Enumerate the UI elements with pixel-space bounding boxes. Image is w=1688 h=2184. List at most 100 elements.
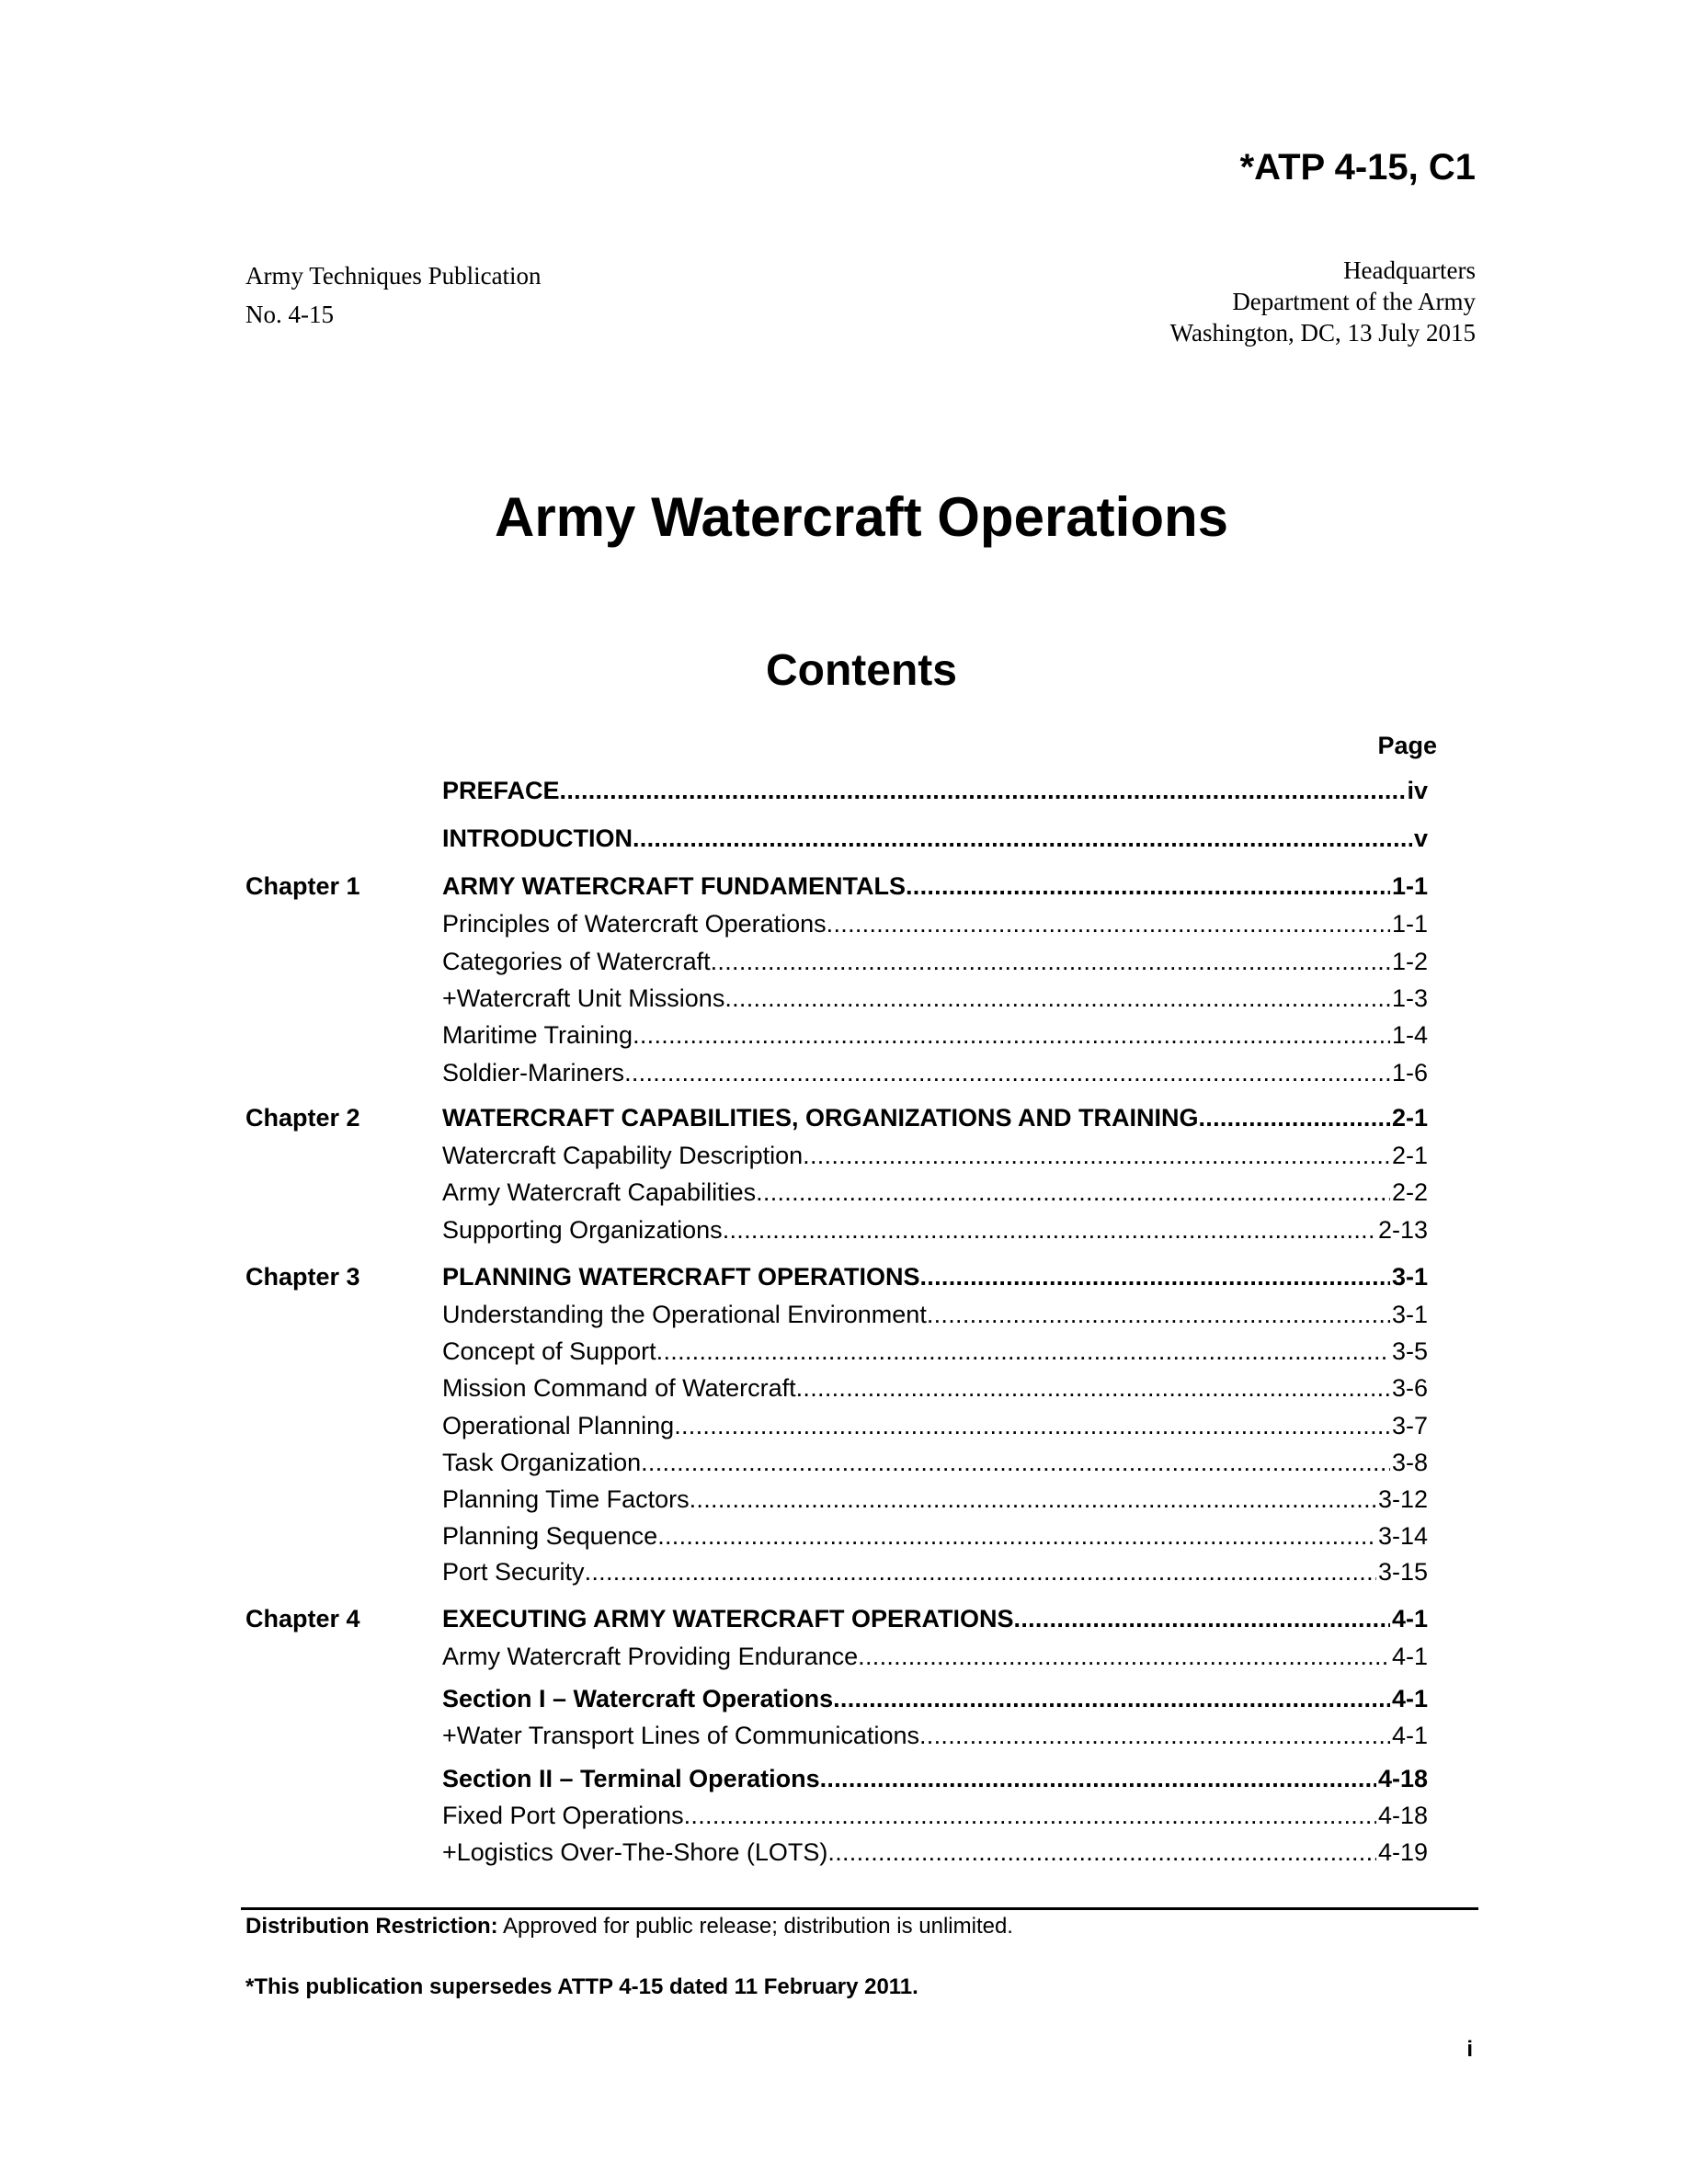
toc-entry-body: +Water Transport Lines of Communications… xyxy=(442,1717,1428,1754)
toc-entry-page[interactable]: 4-1 xyxy=(1391,1643,1428,1670)
toc-entry-title[interactable]: Section II – Terminal Operations xyxy=(442,1765,820,1792)
toc-entry[interactable]: +Water Transport Lines of Communications… xyxy=(245,1717,1428,1754)
toc-entry[interactable]: Soldier-Mariners 1-6 xyxy=(245,1054,1428,1091)
toc-entry[interactable]: Section II – Terminal Operations 4-18 xyxy=(245,1760,1428,1797)
toc-entry[interactable]: Port Security 3-15 xyxy=(245,1553,1428,1590)
toc-entry-title[interactable]: Planning Time Factors xyxy=(442,1485,690,1513)
toc-entry-title[interactable]: WATERCRAFT CAPABILITIES, ORGANIZATIONS A… xyxy=(442,1104,1199,1132)
toc-entry-page[interactable]: 4-18 xyxy=(1377,1765,1428,1792)
toc-entry[interactable]: Chapter 1 ARMY WATERCRAFT FUNDAMENTALS 1-1 xyxy=(245,868,1428,904)
toc-entry[interactable]: Chapter 2 WATERCRAFT CAPABILITIES, ORGANI… xyxy=(245,1099,1428,1136)
toc-entry[interactable]: Planning Sequence 3-14 xyxy=(245,1518,1428,1554)
toc-entry-page[interactable]: 3-1 xyxy=(1391,1263,1428,1291)
chapter-label: Chapter 4 xyxy=(245,1605,360,1632)
toc-entry-body: Soldier-Mariners 1-6 xyxy=(442,1054,1428,1091)
toc-entry-title[interactable]: Watercraft Capability Description xyxy=(442,1142,804,1169)
toc-entry-body: Watercraft Capability Description 2-1 xyxy=(442,1137,1428,1174)
toc-entry[interactable]: Army Watercraft Capabilities 2-2 xyxy=(245,1174,1428,1211)
toc-entry-page[interactable]: 1-4 xyxy=(1391,1021,1428,1049)
toc-entry-page[interactable]: 2-1 xyxy=(1391,1142,1428,1169)
toc-entry-page[interactable]: 1-3 xyxy=(1391,984,1428,1012)
toc-entry-title[interactable]: +Water Transport Lines of Communications xyxy=(442,1722,919,1749)
toc-entry-page[interactable]: 4-1 xyxy=(1391,1685,1428,1712)
toc-entry-title[interactable]: Principles of Watercraft Operations xyxy=(442,910,827,938)
dot-leader xyxy=(690,1481,1376,1518)
toc-entry-page[interactable]: 4-1 xyxy=(1391,1722,1428,1749)
toc-entry[interactable]: Understanding the Operational Environmen… xyxy=(245,1296,1428,1333)
toc-entry-page[interactable]: 2-13 xyxy=(1377,1216,1428,1244)
toc-entry-title[interactable]: Fixed Port Operations xyxy=(442,1802,684,1829)
toc-entry-page[interactable]: v xyxy=(1413,825,1428,852)
dot-leader xyxy=(684,1797,1376,1834)
toc-entry-title[interactable]: Categories of Watercraft xyxy=(442,948,711,975)
toc-entry-page[interactable]: iv xyxy=(1407,777,1428,804)
toc-entry-page[interactable]: 3-8 xyxy=(1391,1449,1428,1476)
toc-entry[interactable]: Planning Time Factors 3-12 xyxy=(245,1481,1428,1518)
toc-entry-body: Supporting Organizations 2-13 xyxy=(442,1211,1428,1248)
toc-entry-title[interactable]: ARMY WATERCRAFT FUNDAMENTALS xyxy=(442,872,906,900)
toc-entry[interactable]: Maritime Training 1-4 xyxy=(245,1017,1428,1053)
toc-entry-page[interactable]: 2-1 xyxy=(1391,1104,1428,1132)
toc-entry-title[interactable]: PLANNING WATERCRAFT OPERATIONS xyxy=(442,1263,920,1291)
toc-entry-page[interactable]: 3-14 xyxy=(1377,1522,1428,1550)
toc-entry-title[interactable]: INTRODUCTION xyxy=(442,825,633,852)
toc-entry-title[interactable]: Planning Sequence xyxy=(442,1522,658,1550)
toc-entry-title[interactable]: Concept of Support xyxy=(442,1337,656,1365)
toc-entry-title[interactable]: Understanding the Operational Environmen… xyxy=(442,1301,927,1328)
dot-leader xyxy=(674,1407,1390,1444)
toc-entry[interactable]: Chapter 4 EXECUTING ARMY WATERCRAFT OPERA… xyxy=(245,1600,1428,1637)
toc-entry-page[interactable]: 3-1 xyxy=(1391,1301,1428,1328)
toc-entry[interactable]: Supporting Organizations 2-13 xyxy=(245,1211,1428,1248)
toc-entry-page[interactable]: 1-6 xyxy=(1391,1059,1428,1086)
toc-entry-title[interactable]: Mission Command of Watercraft xyxy=(442,1374,796,1402)
toc-entry-title[interactable]: Army Watercraft Capabilities xyxy=(442,1178,757,1206)
toc-entry-title[interactable]: Maritime Training xyxy=(442,1021,633,1049)
toc-entry-title[interactable]: Port Security xyxy=(442,1558,585,1586)
toc-entry-page[interactable]: 1-1 xyxy=(1391,872,1428,900)
toc-entry-title[interactable]: Supporting Organizations xyxy=(442,1216,723,1244)
toc-entry[interactable]: Army Watercraft Providing Endurance 4-1 xyxy=(245,1638,1428,1675)
toc-entry[interactable]: +Watercraft Unit Missions 1-3 xyxy=(245,980,1428,1017)
publication-number: No. 4-15 xyxy=(245,301,334,328)
toc-entry-body: Operational Planning 3-7 xyxy=(442,1407,1428,1444)
toc-entry-page[interactable]: 3-12 xyxy=(1377,1485,1428,1513)
toc-entry[interactable]: Operational Planning 3-7 xyxy=(245,1407,1428,1444)
toc-entry-title[interactable]: Task Organization xyxy=(442,1449,642,1476)
toc-entry-page[interactable]: 4-19 xyxy=(1377,1838,1428,1866)
toc-entry-title[interactable]: +Watercraft Unit Missions xyxy=(442,984,725,1012)
toc-entry-title[interactable]: PREFACE xyxy=(442,777,560,804)
page-number: i xyxy=(1466,2037,1473,2062)
dot-leader xyxy=(803,1137,1390,1174)
toc-entry[interactable]: Categories of Watercraft 1-2 xyxy=(245,943,1428,980)
toc-entry-title[interactable]: Soldier-Mariners xyxy=(442,1059,625,1086)
toc-entry-title[interactable]: Army Watercraft Providing Endurance xyxy=(442,1643,859,1670)
toc-entry[interactable]: Mission Command of Watercraft 3-6 xyxy=(245,1370,1428,1406)
toc-entry[interactable]: Section I – Watercraft Operations 4-1 xyxy=(245,1680,1428,1717)
toc-entry-page[interactable]: 4-18 xyxy=(1377,1802,1428,1829)
toc-entry-page[interactable]: 3-15 xyxy=(1377,1558,1428,1586)
chapter-label xyxy=(245,1680,442,1717)
toc-entry-page[interactable]: 3-7 xyxy=(1391,1412,1428,1439)
toc-entry-page[interactable]: 2-2 xyxy=(1391,1178,1428,1206)
toc-entry[interactable]: Chapter 3 PLANNING WATERCRAFT OPERATIONS 3… xyxy=(245,1258,1428,1295)
toc-entry[interactable]: INTRODUCTION v xyxy=(245,820,1428,857)
toc-entry[interactable]: Principles of Watercraft Operations 1-1 xyxy=(245,905,1428,942)
document-id: *ATP 4-15, C1 xyxy=(1239,147,1476,188)
toc-entry[interactable]: Task Organization 3-8 xyxy=(245,1444,1428,1481)
toc-entry-title[interactable]: Section I – Watercraft Operations xyxy=(442,1685,834,1712)
toc-entry[interactable]: +Logistics Over-The-Shore (LOTS) 4-19 xyxy=(245,1834,1428,1871)
chapter-label xyxy=(245,1444,442,1481)
toc-entry[interactable]: Watercraft Capability Description 2-1 xyxy=(245,1137,1428,1174)
toc-entry-title[interactable]: +Logistics Over-The-Shore (LOTS) xyxy=(442,1838,828,1866)
toc-entry[interactable]: Fixed Port Operations 4-18 xyxy=(245,1797,1428,1834)
toc-entry-page[interactable]: 3-6 xyxy=(1391,1374,1428,1402)
toc-entry-page[interactable]: 1-1 xyxy=(1391,910,1428,938)
toc-entry-page[interactable]: 3-5 xyxy=(1391,1337,1428,1365)
toc-entry[interactable]: PREFACE iv xyxy=(245,772,1428,809)
toc-entry-page[interactable]: 4-1 xyxy=(1391,1605,1428,1632)
toc-entry-title[interactable]: EXECUTING ARMY WATERCRAFT OPERATIONS xyxy=(442,1605,1014,1632)
toc-entry-page[interactable]: 1-2 xyxy=(1391,948,1428,975)
chapter-label xyxy=(245,1834,442,1871)
toc-entry-title[interactable]: Operational Planning xyxy=(442,1412,675,1439)
toc-entry[interactable]: Concept of Support 3-5 xyxy=(245,1333,1428,1370)
